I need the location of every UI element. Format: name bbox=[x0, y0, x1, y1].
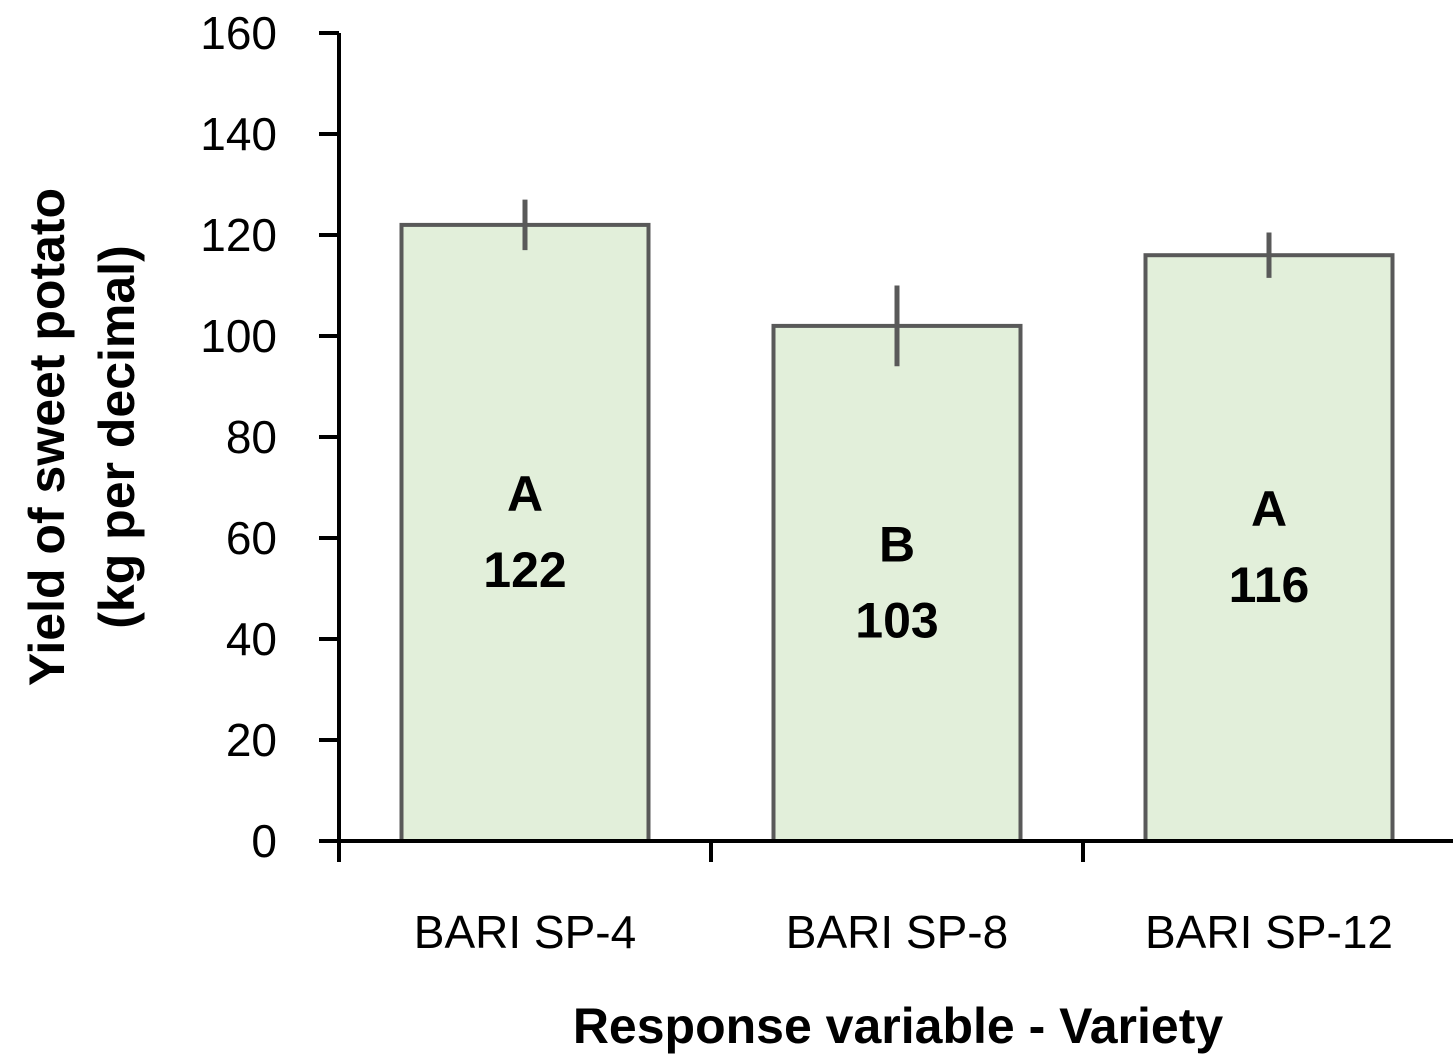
x-tick-label: BARI SP-12 bbox=[1145, 906, 1393, 958]
bar-bari-sp-4 bbox=[399, 222, 651, 843]
group-letter-label: A bbox=[507, 466, 543, 522]
y-tick-label: 80 bbox=[226, 411, 277, 463]
x-tick-label: BARI SP-8 bbox=[786, 906, 1008, 958]
x-tick-labels-group: BARI SP-4 BARI SP-8 BARI SP-12 bbox=[414, 906, 1393, 958]
bar-bari-sp-12 bbox=[1143, 253, 1395, 843]
bar-value-label: 103 bbox=[855, 592, 938, 648]
y-tick-label: 100 bbox=[200, 310, 277, 362]
y-tick-label: 140 bbox=[200, 108, 277, 160]
y-tick-label: 60 bbox=[226, 512, 277, 564]
y-ticks-group: 0 20 40 60 80 100 120 140 160 bbox=[200, 7, 339, 867]
y-tick-label: 40 bbox=[226, 613, 277, 665]
bar-value-label: 122 bbox=[483, 542, 566, 598]
bar-annotations-group: A 122 B 103 A 116 bbox=[483, 466, 1309, 649]
bar-value-label: 116 bbox=[1229, 557, 1310, 613]
y-tick-label: 120 bbox=[200, 209, 277, 261]
y-axis-title-line: (kg per decimal) bbox=[89, 245, 145, 628]
error-bars-group bbox=[522, 199, 1272, 367]
bar-bari-sp-8 bbox=[771, 323, 1023, 843]
y-tick-label: 0 bbox=[251, 815, 277, 867]
y-tick-label: 160 bbox=[200, 7, 277, 59]
y-tick-label: 20 bbox=[226, 714, 277, 766]
y-axis-title: Yield of sweet potato (kg per decimal) bbox=[19, 188, 145, 686]
group-letter-label: A bbox=[1251, 481, 1287, 537]
y-axis-title-line: Yield of sweet potato bbox=[19, 188, 75, 686]
x-axis-title: Response variable - Variety bbox=[573, 998, 1224, 1054]
group-letter-label: B bbox=[879, 516, 915, 572]
x-tick-label: BARI SP-4 bbox=[414, 906, 636, 958]
